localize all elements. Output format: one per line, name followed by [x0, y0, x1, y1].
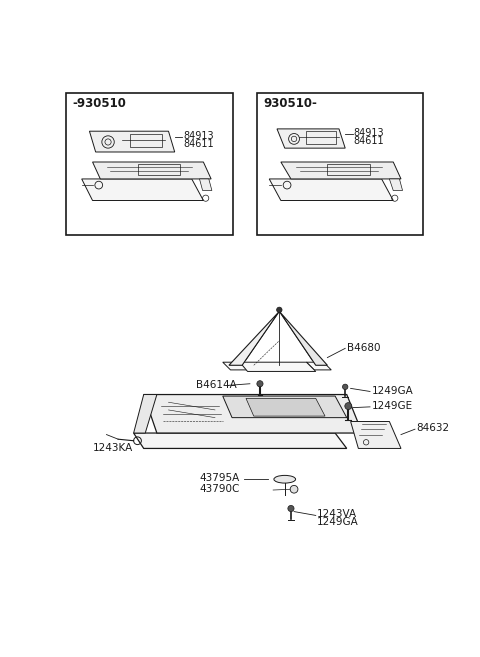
Polygon shape: [223, 362, 248, 370]
Polygon shape: [281, 162, 401, 179]
Circle shape: [276, 307, 282, 313]
Bar: [306, 131, 336, 143]
Text: -930510: -930510: [72, 97, 126, 110]
Text: 43795A: 43795A: [200, 472, 240, 483]
Ellipse shape: [274, 476, 296, 483]
Circle shape: [345, 403, 352, 409]
Bar: [137, 164, 180, 175]
Polygon shape: [306, 362, 331, 370]
Text: B4614A: B4614A: [196, 380, 236, 390]
Text: 1249GA: 1249GA: [317, 516, 359, 527]
Bar: [130, 133, 162, 147]
Text: B4680: B4680: [347, 342, 380, 353]
Polygon shape: [350, 422, 401, 449]
Polygon shape: [229, 311, 279, 365]
Polygon shape: [133, 395, 157, 433]
Circle shape: [290, 486, 298, 493]
Circle shape: [257, 380, 263, 387]
Polygon shape: [89, 131, 175, 152]
Polygon shape: [389, 179, 403, 191]
Bar: [66, 93, 233, 235]
Text: 1249GE: 1249GE: [372, 401, 413, 411]
Text: 84913: 84913: [354, 127, 384, 138]
Polygon shape: [200, 179, 212, 191]
Text: 1249GA: 1249GA: [372, 386, 413, 396]
Polygon shape: [223, 396, 347, 418]
Text: 1243VA: 1243VA: [317, 509, 358, 519]
Text: 84632: 84632: [417, 423, 450, 434]
Polygon shape: [82, 179, 204, 200]
Circle shape: [343, 384, 348, 390]
Bar: [257, 93, 423, 235]
Text: 1243KA: 1243KA: [93, 443, 133, 453]
Text: 930510-: 930510-: [263, 97, 317, 110]
Bar: [327, 164, 370, 175]
Circle shape: [288, 505, 294, 512]
Polygon shape: [133, 433, 347, 449]
Polygon shape: [279, 311, 327, 365]
Polygon shape: [269, 179, 393, 200]
Text: 84611: 84611: [354, 136, 384, 147]
Text: 84913: 84913: [183, 131, 214, 141]
Polygon shape: [144, 395, 362, 433]
Text: 84611: 84611: [183, 139, 214, 149]
Polygon shape: [240, 362, 316, 371]
Polygon shape: [246, 398, 325, 416]
Text: 43790C: 43790C: [200, 484, 240, 494]
Polygon shape: [277, 129, 345, 148]
Polygon shape: [93, 162, 211, 179]
